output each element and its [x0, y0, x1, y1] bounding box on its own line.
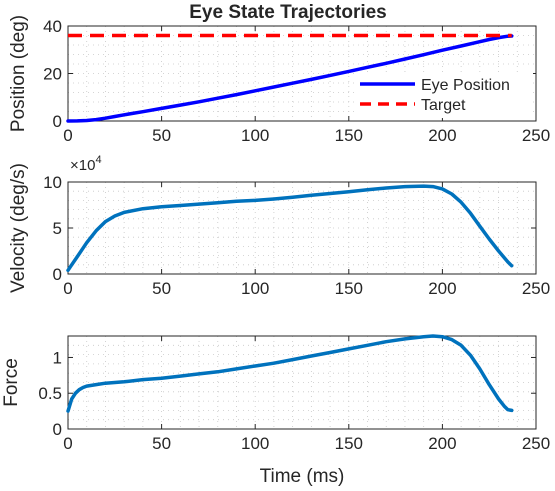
velocity-exponent: ×104 — [70, 154, 102, 174]
velocity-series — [66, 184, 514, 273]
force-y-tick-label: 1 — [53, 348, 62, 367]
position-y-tick-label: 20 — [43, 65, 62, 84]
position-ticks: 0 50 100 150 200 250 0 20 40 — [43, 17, 550, 145]
velocity-x-tick-label: 100 — [241, 279, 269, 298]
eye-position-line — [66, 34, 514, 123]
force-line — [66, 334, 514, 413]
velocity-exponent-base: ×10 — [70, 157, 95, 174]
velocity-x-tick-label: 50 — [152, 279, 171, 298]
velocity-x-tick-label: 150 — [335, 279, 363, 298]
figure-title: Eye State Trajectories — [189, 2, 387, 23]
force-y-tick-label: 0 — [53, 420, 62, 439]
legend-background — [355, 72, 533, 118]
velocity-y-tick-label: 10 — [43, 173, 62, 192]
velocity-ticks: 0 50 100 150 200 250 0 5 10 — [43, 173, 550, 298]
force-y-tick-label: 0.5 — [38, 384, 62, 403]
position-x-tick-label: 250 — [522, 126, 550, 145]
force-x-tick-label: 100 — [241, 434, 269, 453]
force-x-tick-label: 200 — [428, 434, 456, 453]
force-x-tick-label: 0 — [63, 434, 72, 453]
velocity-exponent-power: 4 — [95, 154, 101, 166]
position-x-tick-label: 200 — [428, 126, 456, 145]
velocity-grid — [68, 182, 536, 274]
position-y-label: Position (deg) — [8, 15, 29, 132]
legend-eye-position-label: Eye Position — [421, 77, 510, 94]
time-x-label: Time (ms) — [260, 466, 345, 487]
velocity-x-tick-label: 0 — [63, 279, 72, 298]
force-x-tick-label: 250 — [522, 434, 550, 453]
velocity-y-label: Velocity (deg/s) — [8, 163, 29, 293]
velocity-panel: 0 50 100 150 200 250 0 5 10 ×104 Velocity (deg/s… — [8, 154, 550, 298]
position-x-tick-label: 100 — [241, 126, 269, 145]
legend: Eye Position Target — [355, 72, 533, 118]
force-ticks: 0 50 100 150 200 250 0 0.5 1 — [38, 336, 550, 453]
position-x-tick-label: 50 — [152, 126, 171, 145]
force-x-tick-label: 150 — [335, 434, 363, 453]
velocity-x-tick-label: 250 — [522, 279, 550, 298]
velocity-line — [66, 184, 514, 273]
legend-target-label: Target — [421, 97, 466, 114]
position-series — [66, 33, 514, 123]
position-y-tick-label: 40 — [43, 17, 62, 36]
position-x-tick-label: 0 — [63, 126, 72, 145]
position-y-tick-label: 0 — [53, 112, 62, 131]
position-panel: Eye State Trajectories 0 50 100 150 200 250 0 2… — [8, 2, 550, 145]
velocity-y-tick-label: 5 — [53, 219, 62, 238]
force-x-tick-label: 50 — [152, 434, 171, 453]
position-x-tick-label: 150 — [335, 126, 363, 145]
velocity-x-tick-label: 200 — [428, 279, 456, 298]
force-panel: 0 50 100 150 200 250 0 0.5 1 Force Time (ms) — [1, 334, 550, 487]
force-y-label: Force — [1, 358, 22, 407]
velocity-y-tick-label: 0 — [53, 265, 62, 284]
force-series — [66, 334, 514, 413]
force-axes — [67, 335, 537, 430]
